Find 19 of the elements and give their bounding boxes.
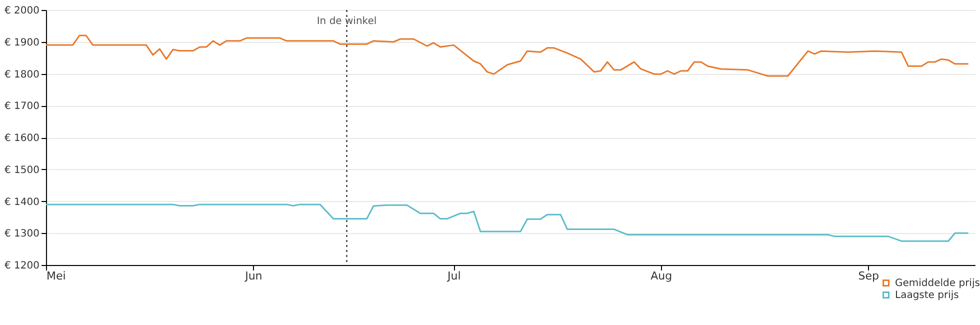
line-series xyxy=(45,204,970,242)
y-tick-label: € 1600 xyxy=(4,133,40,144)
ref-line-label: In de winkel xyxy=(316,16,377,27)
y-tick-label: € 1700 xyxy=(4,101,40,112)
legend-label: Gemiddelde prijs xyxy=(895,278,980,289)
y-tick-label: € 2000 xyxy=(4,6,40,16)
y-tick-label: € 1900 xyxy=(4,37,40,48)
y-tick-label: € 1200 xyxy=(4,260,40,272)
x-tick-label: Mei xyxy=(46,270,66,282)
x-tick-label: Sep xyxy=(858,270,879,282)
x-tick-label: Jun xyxy=(244,270,262,282)
y-tick-label: € 1500 xyxy=(4,164,40,176)
legend-label: Laagste prijs xyxy=(895,290,959,301)
line-series xyxy=(45,34,970,77)
x-tick-label: Jul xyxy=(446,270,461,282)
x-tick-label: Aug xyxy=(650,270,672,282)
y-tick-label: € 1800 xyxy=(4,69,40,80)
y-tick-label: € 1300 xyxy=(4,228,40,240)
y-tick-label: € 1400 xyxy=(4,196,40,208)
